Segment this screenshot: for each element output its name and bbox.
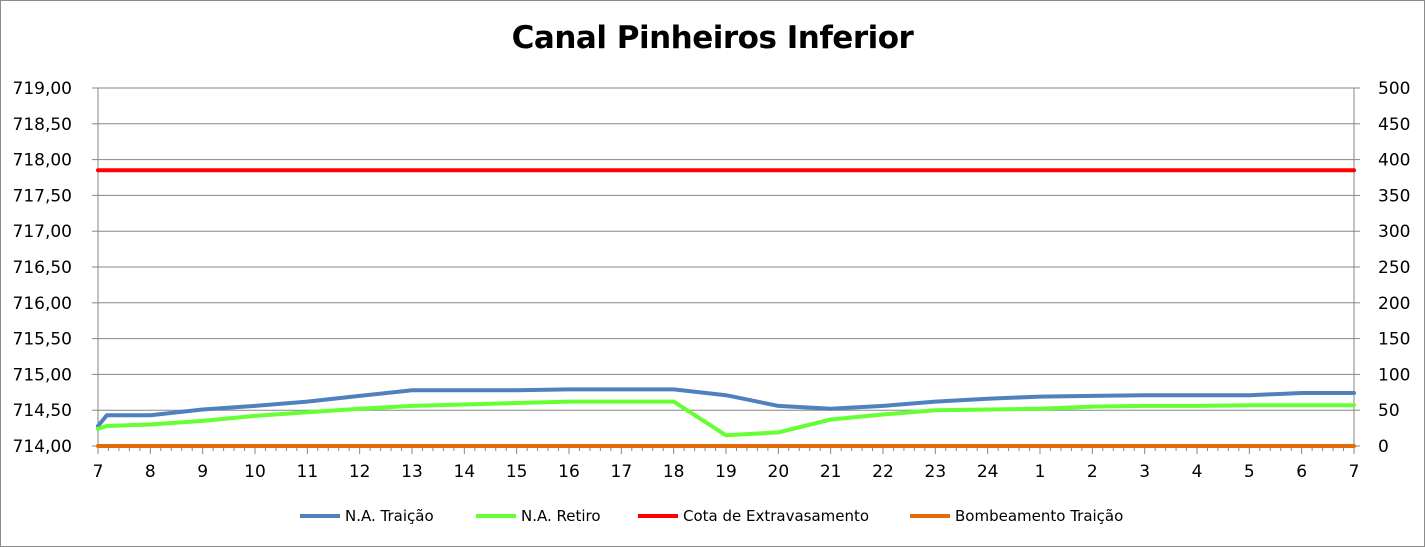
y-right-tick-label: 50 bbox=[1378, 401, 1400, 421]
x-tick-label: 2 bbox=[1087, 462, 1098, 482]
x-tick-label: 18 bbox=[663, 462, 685, 482]
y-left-tick-label: 715,00 bbox=[13, 365, 72, 385]
y-left-tick-label: 714,50 bbox=[13, 401, 72, 421]
y-right-tick-label: 200 bbox=[1378, 294, 1410, 314]
x-tick-label: 6 bbox=[1296, 462, 1307, 482]
y-right-tick-label: 0 bbox=[1378, 437, 1389, 457]
y-right-tick-label: 150 bbox=[1378, 330, 1410, 350]
y-right-tick-label: 250 bbox=[1378, 258, 1410, 278]
series-lines bbox=[96, 168, 1356, 448]
x-tick-label: 7 bbox=[93, 462, 104, 482]
legend-label: Bombeamento Traição bbox=[955, 507, 1123, 525]
y-right-tick-label: 300 bbox=[1378, 222, 1410, 242]
y-right-tick-label: 100 bbox=[1378, 365, 1410, 385]
x-tick-label: 1 bbox=[1035, 462, 1046, 482]
y-left-tick-label: 716,50 bbox=[13, 258, 72, 278]
y-right-tick-label: 500 bbox=[1378, 79, 1410, 99]
y-right-tick-label: 350 bbox=[1378, 186, 1410, 206]
y-right-tick-label: 450 bbox=[1378, 115, 1410, 135]
series-line-2 bbox=[96, 399, 1356, 438]
x-tick-label: 16 bbox=[558, 462, 580, 482]
legend-label: N.A. Traição bbox=[345, 507, 434, 525]
x-tick-label: 3 bbox=[1139, 462, 1150, 482]
y-left-tick-label: 718,00 bbox=[13, 151, 72, 171]
x-tick-label: 19 bbox=[715, 462, 737, 482]
x-tick-label: 7 bbox=[1349, 462, 1360, 482]
x-tick-label: 20 bbox=[768, 462, 790, 482]
x-tick-label: 11 bbox=[297, 462, 319, 482]
x-tick-label: 9 bbox=[197, 462, 208, 482]
x-tick-label: 15 bbox=[506, 462, 528, 482]
x-tick-label: 14 bbox=[454, 462, 476, 482]
legend-label: Cota de Extravasamento bbox=[683, 507, 869, 525]
y-axis-right-ticks: 0 50 100 150 200 250 300 350 400 450 500 bbox=[1354, 79, 1410, 457]
x-tick-label: 22 bbox=[872, 462, 894, 482]
y-left-tick-label: 718,50 bbox=[13, 115, 72, 135]
y-left-tick-label: 717,50 bbox=[13, 186, 72, 206]
x-tick-label: 5 bbox=[1244, 462, 1255, 482]
x-tick-label: 23 bbox=[925, 462, 947, 482]
x-tick-label: 10 bbox=[244, 462, 266, 482]
legend-label: N.A. Retiro bbox=[521, 507, 601, 525]
x-axis-ticks: 7 8 9 10 11 12 13 14 15 16 17 18 19 20 21 22 23 24 1 2 3 4 5 6 7 bbox=[93, 446, 1360, 482]
x-tick-label: 17 bbox=[611, 462, 633, 482]
x-tick-label: 4 bbox=[1192, 462, 1203, 482]
y-left-tick-label: 717,00 bbox=[13, 222, 72, 242]
y-left-tick-label: 716,00 bbox=[13, 294, 72, 314]
x-tick-label: 13 bbox=[401, 462, 423, 482]
x-tick-label: 21 bbox=[820, 462, 842, 482]
series-line-1 bbox=[96, 387, 1356, 428]
y-right-tick-label: 400 bbox=[1378, 151, 1410, 171]
y-left-tick-label: 719,00 bbox=[13, 79, 72, 99]
x-tick-label: 8 bbox=[145, 462, 156, 482]
y-axis-left-ticks: 714,00 714,50 715,00 715,50 716,00 716,50 717,… bbox=[13, 79, 98, 457]
x-tick-label: 24 bbox=[977, 462, 999, 482]
x-tick-label: 12 bbox=[349, 462, 371, 482]
chart-title: Canal Pinheiros Inferior bbox=[511, 20, 914, 56]
y-left-tick-label: 714,00 bbox=[13, 437, 72, 457]
y-left-tick-label: 715,50 bbox=[13, 330, 72, 350]
legend: N.A. Traição N.A. Retiro Cota de Extravasa… bbox=[300, 507, 1123, 525]
gridlines bbox=[98, 87, 1354, 411]
